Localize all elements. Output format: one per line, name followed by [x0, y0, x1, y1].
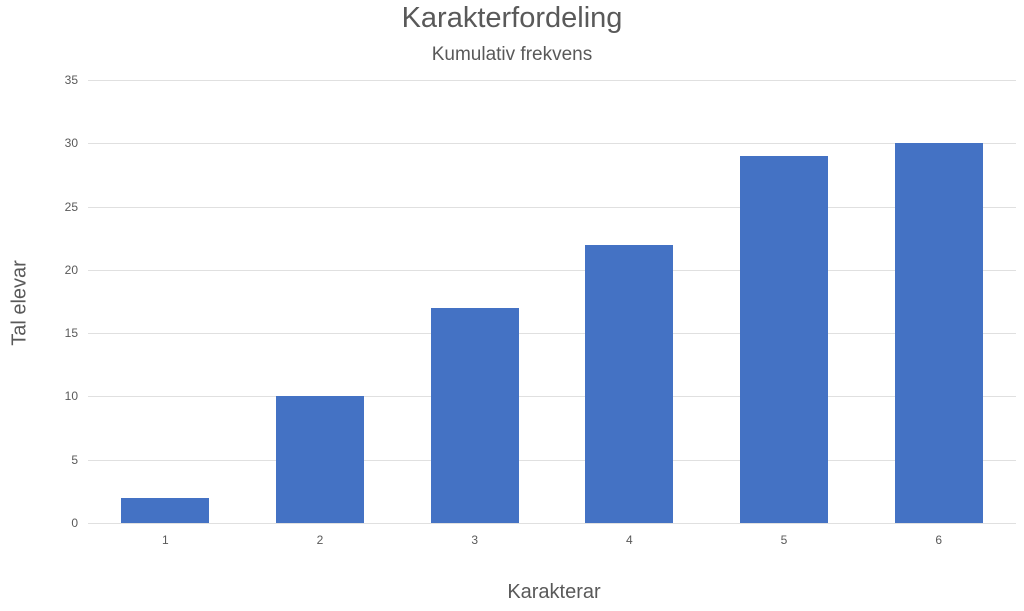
y-tick-label: 5	[71, 452, 78, 467]
bar-2	[276, 396, 364, 523]
y-tick-label: 25	[64, 199, 78, 214]
y-tick-label: 20	[64, 262, 78, 277]
gridline	[88, 206, 1016, 208]
y-tick-label: 35	[64, 73, 78, 87]
bar-4	[585, 244, 674, 523]
gridline	[88, 523, 1016, 524]
x-tick-label: 4	[625, 533, 633, 547]
chart-subtitle: Kumulativ frekvens	[431, 44, 593, 65]
gridline	[88, 269, 1016, 271]
x-axis-label: Karakterar	[507, 581, 601, 603]
y-tick-label: 10	[64, 389, 78, 404]
gridline	[88, 143, 1016, 145]
x-tick-label: 2	[316, 533, 324, 547]
y-tick-label: 0	[71, 516, 78, 530]
chart-title: Karakterfordeling	[401, 2, 623, 34]
x-tick-label: 1	[161, 533, 169, 547]
x-tick-label: 5	[780, 533, 788, 547]
gridline	[88, 333, 1016, 335]
gridline	[88, 459, 1016, 461]
bar-1	[121, 497, 210, 523]
y-tick-label: 30	[64, 136, 78, 151]
bar-6	[894, 143, 983, 523]
y-axis-label: Tal elevar	[8, 260, 31, 346]
x-tick-label: 6	[935, 533, 942, 547]
gridline	[88, 396, 1016, 398]
gridline	[88, 80, 1016, 81]
plot-area: 0 5 10 15 20 25 30 35 1 2 3 4 5 6	[65, 73, 1016, 547]
x-tick-label: 3	[471, 533, 478, 547]
y-tick-label: 15	[64, 326, 78, 341]
bar-3	[430, 307, 519, 523]
bar-5	[740, 155, 828, 523]
